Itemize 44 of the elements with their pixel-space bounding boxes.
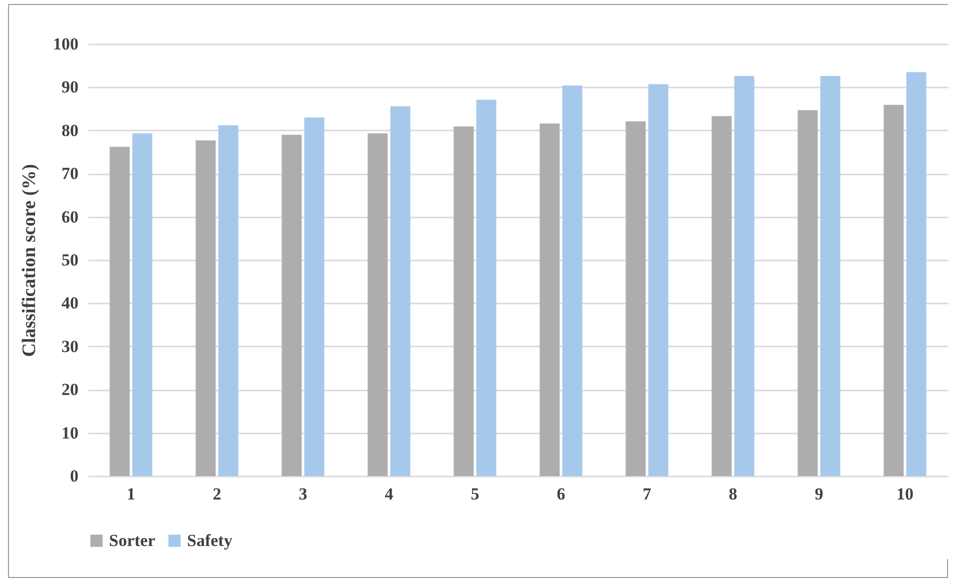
- bar: [648, 84, 668, 476]
- bar: [218, 125, 238, 476]
- bar: [712, 116, 732, 476]
- bar: [798, 110, 818, 476]
- bar: [368, 133, 388, 476]
- y-tick-label: 40: [62, 294, 78, 313]
- y-axis-title: Classification score (%): [19, 164, 40, 357]
- bar: [110, 146, 130, 476]
- y-tick-label: 60: [62, 207, 78, 226]
- y-tick-label: 50: [62, 250, 78, 270]
- bar: [562, 85, 582, 476]
- y-tick-label: 90: [62, 78, 78, 97]
- legend-label: Safety: [187, 530, 233, 550]
- x-tick-label: 4: [384, 484, 394, 504]
- bar: [820, 76, 840, 476]
- bar: [540, 123, 560, 476]
- bar: [734, 76, 754, 476]
- y-tick-label: 10: [62, 423, 78, 442]
- x-tick-label: 8: [728, 484, 738, 504]
- y-tick-label: 80: [62, 120, 78, 140]
- bar: [476, 100, 496, 476]
- x-tick-label: 5: [470, 484, 480, 504]
- x-tick-label: 9: [814, 484, 824, 504]
- bar: [906, 72, 926, 476]
- x-tick-label: 10: [896, 484, 914, 504]
- bar: [282, 134, 302, 476]
- bar: [454, 126, 474, 476]
- y-tick-label: 30: [62, 336, 78, 356]
- y-tick-label: 100: [53, 34, 78, 54]
- y-tick-label: 0: [70, 466, 78, 486]
- legend-label: Sorter: [109, 530, 156, 550]
- bar: [196, 140, 216, 476]
- y-tick-label: 70: [62, 164, 78, 184]
- x-tick-label: 6: [556, 484, 566, 504]
- x-tick-label: 1: [126, 484, 136, 504]
- bar: [304, 117, 324, 476]
- x-tick-label: 3: [298, 484, 308, 504]
- x-tick-label: 2: [212, 484, 222, 504]
- x-tick-label: 7: [642, 484, 652, 504]
- bar: [390, 106, 410, 476]
- bar: [132, 133, 152, 476]
- bar: [626, 121, 646, 476]
- bar: [884, 104, 904, 476]
- y-tick-label: 20: [62, 380, 78, 400]
